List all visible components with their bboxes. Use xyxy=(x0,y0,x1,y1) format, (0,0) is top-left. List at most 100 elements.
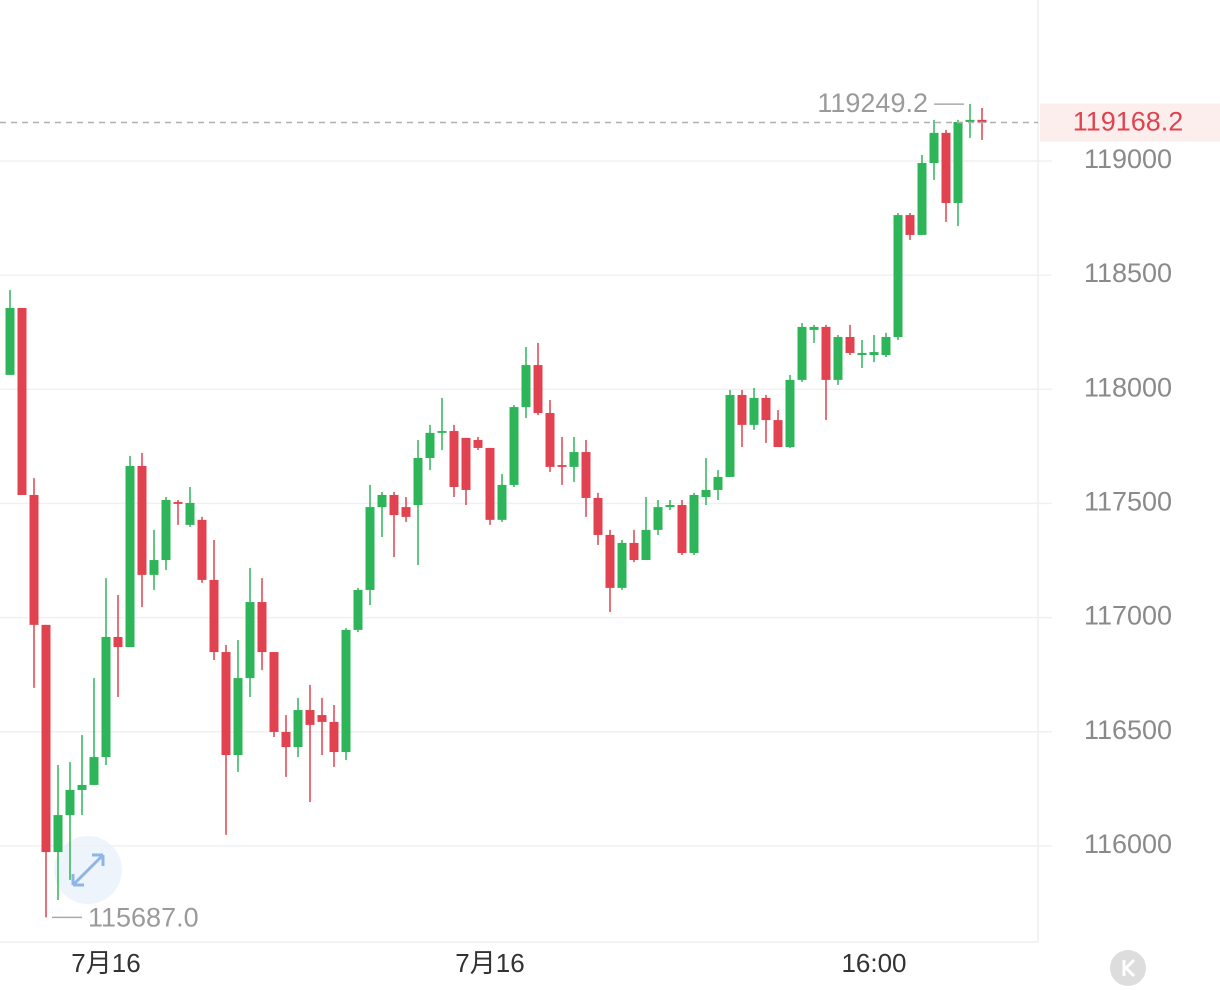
x-tick-label: 7月16 xyxy=(71,948,140,978)
candle-body xyxy=(545,413,555,467)
candle-body xyxy=(281,731,291,748)
candle-body xyxy=(977,119,987,123)
candle-body xyxy=(761,397,771,421)
candle-body xyxy=(917,163,927,235)
y-tick-label: 116000 xyxy=(1084,829,1172,859)
candle-body xyxy=(101,636,111,758)
candle-body xyxy=(413,457,423,506)
candle-body xyxy=(653,507,663,530)
candle-body xyxy=(929,132,939,164)
reset-glyph xyxy=(1122,958,1136,978)
y-tick-label: 118500 xyxy=(1084,258,1172,288)
candle-body xyxy=(749,397,759,425)
candle-body xyxy=(5,307,15,375)
candle-body xyxy=(401,507,411,517)
candle-body xyxy=(677,505,687,553)
candle-body xyxy=(389,494,399,516)
y-tick-label: 118000 xyxy=(1084,372,1172,402)
candle-body xyxy=(317,715,327,722)
candle-body xyxy=(173,502,183,504)
candle-body xyxy=(701,489,711,498)
candle-body xyxy=(509,407,519,485)
y-tick-label: 119000 xyxy=(1084,144,1172,174)
candle-body xyxy=(497,484,507,520)
candle-body xyxy=(617,542,627,588)
candle-body xyxy=(953,121,963,203)
candle-body xyxy=(569,452,579,467)
candle-body xyxy=(185,502,195,525)
candle-body xyxy=(149,560,159,575)
candle-body xyxy=(437,431,447,433)
candle-body xyxy=(365,507,375,590)
candle-body xyxy=(233,678,243,756)
last-price-label: 119168.2 xyxy=(1073,107,1184,137)
candle-body xyxy=(485,447,495,520)
candle-body xyxy=(809,326,819,330)
candle-body xyxy=(833,336,843,380)
candle-body xyxy=(893,215,903,337)
candle-body xyxy=(557,465,567,467)
candle-body xyxy=(305,710,315,725)
candle-body xyxy=(785,379,795,448)
candle-body xyxy=(965,119,975,122)
candle-body xyxy=(581,452,591,498)
y-tick-label: 117000 xyxy=(1084,601,1172,631)
low-marker-label: 115687.0 xyxy=(88,902,199,932)
candle-body xyxy=(77,784,87,790)
candle-body xyxy=(473,439,483,448)
candle-body xyxy=(605,534,615,588)
candle-body xyxy=(341,629,351,753)
candle-body xyxy=(425,432,435,458)
candle-body xyxy=(821,326,831,380)
candle-body xyxy=(941,132,951,203)
candle-body xyxy=(329,721,339,753)
candle-body xyxy=(905,215,915,235)
x-tick-label: 16:00 xyxy=(841,948,906,978)
candle-body xyxy=(353,589,363,630)
candle-body xyxy=(629,542,639,561)
x-tick-label: 7月16 xyxy=(455,948,524,978)
y-tick-label: 116500 xyxy=(1084,715,1172,745)
candle-body xyxy=(209,579,219,653)
candle-body xyxy=(197,519,207,580)
candle-body xyxy=(41,624,51,853)
candle-body xyxy=(689,494,699,553)
candle-body xyxy=(449,431,459,487)
candle-body xyxy=(533,365,543,414)
candle-body xyxy=(773,420,783,448)
candle-body xyxy=(29,494,39,625)
expand-icon[interactable] xyxy=(54,836,122,904)
candle-body xyxy=(521,365,531,408)
candle-body xyxy=(137,465,147,575)
last-price-badge xyxy=(1040,103,1220,142)
candle-body xyxy=(65,789,75,816)
candle-body xyxy=(461,437,471,490)
candle-body xyxy=(881,336,891,356)
candle-body xyxy=(593,497,603,535)
candle-body xyxy=(377,494,387,508)
candle-body xyxy=(665,505,675,508)
candle-body xyxy=(89,757,99,785)
candle-body xyxy=(125,465,135,648)
candle-body xyxy=(17,307,27,495)
candle-body xyxy=(857,352,867,356)
candle-body xyxy=(713,476,723,490)
candle-body xyxy=(797,326,807,380)
reset-button[interactable] xyxy=(1110,950,1146,986)
candle-body xyxy=(293,710,303,748)
candle-body xyxy=(737,394,747,425)
candle-body xyxy=(725,394,735,477)
expand-glyph xyxy=(71,853,105,887)
candle-body xyxy=(53,815,63,853)
candle-body xyxy=(641,529,651,561)
candle-body xyxy=(113,636,123,648)
candle-body xyxy=(161,499,171,561)
candle-body xyxy=(869,352,879,356)
candle-body xyxy=(269,652,279,732)
candle-body xyxy=(257,602,267,653)
candle-body xyxy=(845,336,855,353)
high-marker-label: 119249.2 xyxy=(817,88,928,118)
y-tick-label: 117500 xyxy=(1084,487,1172,517)
